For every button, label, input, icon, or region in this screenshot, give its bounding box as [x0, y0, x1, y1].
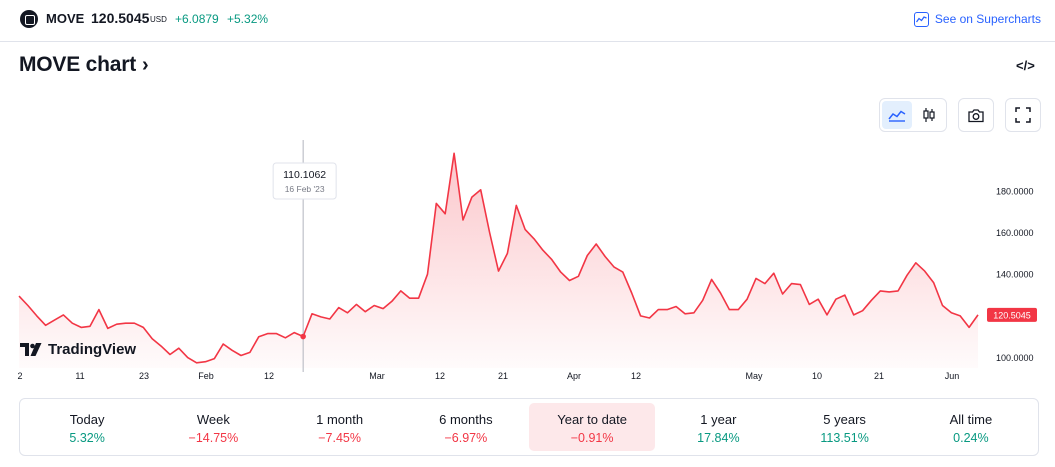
camera-icon — [968, 108, 984, 122]
last-price: 120.5045 — [91, 10, 150, 26]
snapshot-button[interactable] — [961, 101, 991, 129]
y-tick-label: 100.0000 — [996, 353, 1034, 363]
fullscreen-icon — [1015, 107, 1031, 123]
chart-type-toggle — [879, 98, 947, 132]
series-line — [18, 152, 979, 364]
period-change: −14.75% — [188, 431, 239, 445]
x-tick-label: 12 — [435, 371, 445, 381]
snapshot-group — [958, 98, 994, 132]
tradingview-wordmark: TradingView — [48, 341, 137, 358]
period-change: 5.32% — [69, 431, 105, 445]
tradingview-branding: TradingView — [20, 341, 136, 358]
tooltip-date: 16 Feb '23 — [285, 184, 325, 194]
candles-icon — [923, 108, 935, 122]
period-label: Week — [196, 412, 230, 427]
period-change: −0.91% — [570, 431, 614, 445]
fullscreen-group — [1005, 98, 1041, 132]
x-tick-label: Mar — [369, 371, 385, 381]
page-title: MOVE chart — [19, 53, 137, 76]
supercharts-label: See on Supercharts — [934, 12, 1041, 26]
period-tab[interactable]: Year to date −0.91% — [529, 403, 656, 451]
period-label: Year to date — [557, 412, 627, 427]
period-label: 1 month — [316, 412, 364, 427]
embed-code-button[interactable]: </> — [1016, 58, 1035, 73]
crosshair-point — [300, 333, 306, 340]
period-tab[interactable]: 1 month −7.45% — [277, 403, 403, 451]
chevron-right-icon: › — [142, 53, 149, 76]
y-tick-label: 160.0000 — [996, 228, 1034, 238]
x-tick-label: 12 — [264, 371, 274, 381]
last-value-tag — [987, 307, 1037, 322]
see-on-supercharts-link[interactable]: See on Supercharts — [913, 9, 1041, 29]
x-tick-label: 2 — [17, 371, 22, 381]
period-change: 113.51% — [820, 431, 869, 445]
x-tick-label: 12 — [631, 371, 641, 381]
period-tab[interactable]: 1 year 17.84% — [655, 403, 781, 451]
symbol-header: MOVE 120.5045 USD +6.0879 +5.32% See on … — [0, 0, 1055, 42]
tradingview-logo-icon — [20, 343, 42, 356]
last-value-label: 120.5045 — [993, 310, 1031, 320]
period-label: 5 years — [823, 412, 866, 427]
x-tick-label: Apr — [567, 371, 581, 381]
x-tick-label: 10 — [812, 371, 822, 381]
candles-chart-button[interactable] — [914, 101, 944, 129]
period-label: 6 months — [439, 412, 493, 427]
x-tick-label: 21 — [874, 371, 884, 381]
price-change-percent: +5.32% — [227, 12, 269, 26]
x-tick-label: Feb — [198, 371, 214, 381]
price-change: +6.0879 — [175, 12, 219, 26]
tooltip-value: 110.1062 — [283, 169, 326, 181]
period-change: 0.24% — [953, 431, 989, 445]
area-chart-button[interactable] — [882, 101, 912, 129]
x-tick-label: Jun — [945, 371, 960, 381]
currency-label: USD — [150, 15, 167, 24]
period-change: 17.84% — [697, 431, 740, 445]
supercharts-icon — [913, 11, 929, 27]
price-chart[interactable]: 110.1062 16 Feb '23 180.0000 160.0000 140.00… — [0, 140, 1055, 388]
period-tab[interactable]: Today 5.32% — [24, 403, 150, 451]
chart-title-link[interactable]: MOVE chart › — [19, 53, 149, 77]
series-area — [19, 153, 978, 368]
x-tick-label: 11 — [75, 371, 84, 381]
period-change: −7.45% — [318, 431, 361, 445]
performance-periods: Today 5.32% Week −14.75% 1 month −7.45% 6 mont… — [19, 398, 1039, 456]
y-tick-label: 180.0000 — [996, 186, 1034, 196]
period-label: 1 year — [700, 412, 737, 427]
period-tab[interactable]: All time 0.24% — [908, 403, 1034, 451]
period-tab[interactable]: 5 years 113.51% — [782, 403, 908, 451]
period-tab[interactable]: Week −14.75% — [150, 403, 276, 451]
period-label: Today — [69, 412, 105, 427]
x-tick-label: 21 — [498, 371, 508, 381]
period-tab[interactable]: 6 months −6.97% — [403, 403, 529, 451]
period-change: −6.97% — [444, 431, 488, 445]
chart-logo-icon — [20, 10, 38, 28]
period-label: All time — [949, 412, 993, 427]
x-tick-label: 23 — [139, 371, 149, 381]
area-chart-icon — [888, 110, 906, 122]
y-tick-label: 140.0000 — [996, 270, 1034, 280]
fullscreen-button[interactable] — [1008, 101, 1038, 129]
crosshair-tooltip — [272, 162, 337, 200]
x-tick-label: May — [745, 371, 763, 381]
symbol-name: MOVE — [46, 11, 85, 26]
